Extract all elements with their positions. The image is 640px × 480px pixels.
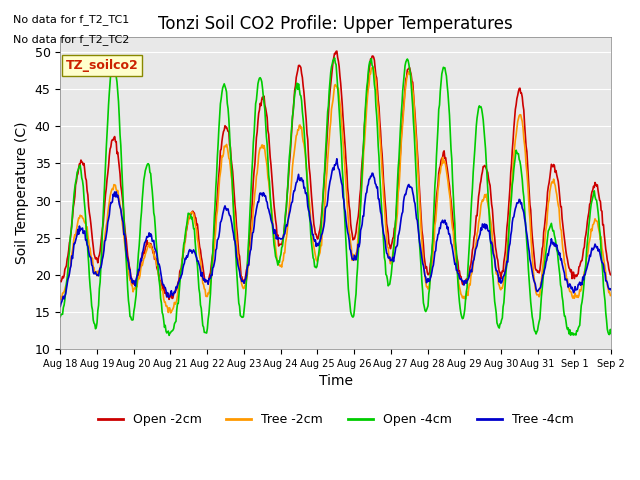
- Open -2cm: [123, 245, 131, 251]
- Line: Open -4cm: Open -4cm: [60, 57, 611, 336]
- Tree -2cm: [67, 265, 74, 271]
- Open -4cm: [180, 239, 188, 245]
- Tree -4cm: [179, 265, 187, 271]
- Y-axis label: Soil Temperature (C): Soil Temperature (C): [15, 122, 29, 264]
- Tree -2cm: [369, 64, 377, 70]
- Tree -4cm: [67, 265, 74, 271]
- Title: Tonzi Soil CO2 Profile: Upper Temperatures: Tonzi Soil CO2 Profile: Upper Temperatur…: [158, 15, 513, 33]
- Open -4cm: [67, 235, 74, 240]
- Open -2cm: [56, 278, 64, 284]
- Tree -2cm: [180, 250, 188, 255]
- Tree -4cm: [56, 303, 64, 309]
- Tree -4cm: [123, 254, 131, 260]
- Open -2cm: [67, 237, 74, 243]
- Open -2cm: [165, 297, 173, 302]
- Line: Tree -2cm: Tree -2cm: [60, 67, 611, 313]
- Open -2cm: [420, 254, 428, 260]
- Open -4cm: [109, 54, 117, 60]
- Open -2cm: [333, 48, 340, 54]
- Tree -2cm: [404, 71, 412, 76]
- Line: Tree -4cm: Tree -4cm: [60, 159, 611, 306]
- Tree -2cm: [167, 310, 175, 316]
- Tree -4cm: [333, 156, 340, 162]
- Open -2cm: [607, 272, 615, 278]
- Open -4cm: [165, 333, 173, 338]
- Open -4cm: [404, 58, 412, 63]
- Tree -4cm: [403, 185, 411, 191]
- Text: No data for f_T2_TC2: No data for f_T2_TC2: [13, 34, 129, 45]
- Text: TZ_soilco2: TZ_soilco2: [66, 59, 138, 72]
- Legend: Open -2cm, Tree -2cm, Open -4cm, Tree -4cm: Open -2cm, Tree -2cm, Open -4cm, Tree -4…: [93, 408, 579, 431]
- Open -4cm: [56, 314, 64, 320]
- Open -4cm: [607, 330, 615, 336]
- Tree -2cm: [420, 266, 428, 272]
- Tree -2cm: [607, 293, 615, 299]
- Text: No data for f_T2_TC1: No data for f_T2_TC1: [13, 14, 129, 25]
- Tree -4cm: [208, 273, 216, 278]
- Tree -4cm: [420, 263, 428, 268]
- Tree -2cm: [209, 262, 216, 267]
- Open -4cm: [420, 303, 428, 309]
- Open -2cm: [404, 66, 412, 72]
- Line: Open -2cm: Open -2cm: [60, 51, 611, 300]
- Tree -4cm: [607, 287, 615, 293]
- Open -2cm: [180, 246, 188, 252]
- Open -2cm: [209, 251, 216, 257]
- Open -4cm: [210, 233, 218, 239]
- Open -4cm: [124, 287, 132, 292]
- X-axis label: Time: Time: [319, 374, 353, 388]
- Tree -2cm: [123, 259, 131, 264]
- Tree -2cm: [56, 294, 64, 300]
